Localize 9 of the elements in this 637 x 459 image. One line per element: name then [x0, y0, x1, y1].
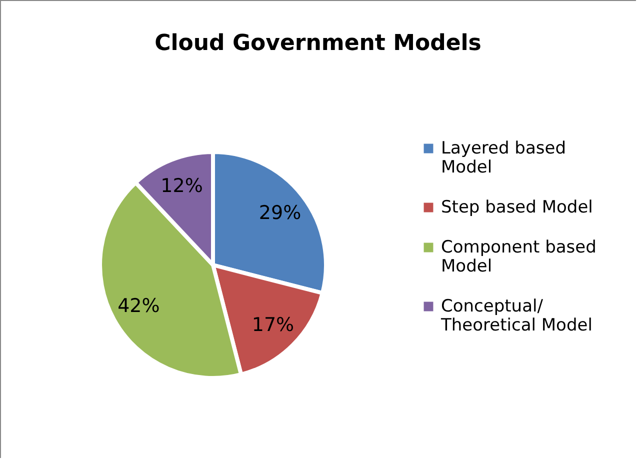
legend-label: Conceptual/ Theoretical Model: [440, 296, 592, 336]
data-label: 17%: [252, 314, 294, 336]
legend-label: Layered based Model: [441, 138, 566, 178]
chart-title: Cloud Government Models: [154, 31, 482, 56]
legend-label: Step based Model: [441, 198, 593, 218]
data-label: 42%: [118, 294, 160, 317]
data-label: 12%: [160, 175, 203, 198]
data-label: 29%: [258, 202, 302, 224]
legend-label: Component based Model: [441, 238, 596, 276]
